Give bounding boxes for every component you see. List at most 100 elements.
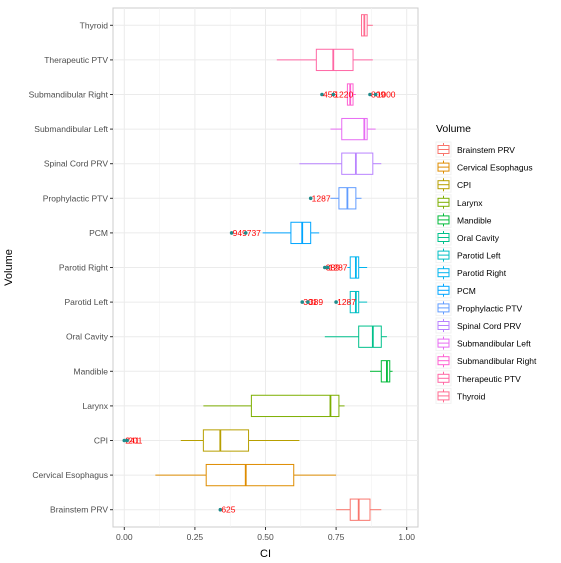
legend-item: Submandibular Left <box>435 335 531 352</box>
outlier-label: 949 <box>233 228 247 238</box>
legend-item: CPI <box>435 176 471 193</box>
legend: Volume Brainstem PRV Cervical Esophagus CP… <box>435 123 537 404</box>
box <box>205 463 295 487</box>
box <box>349 498 371 521</box>
legend-label: Spinal Cord PRV <box>457 321 521 331</box>
y-tick-label: Spinal Cord PRV <box>44 159 108 169</box>
box-group: 949 737 <box>229 221 320 245</box>
y-tick-label: Submandibular Right <box>29 90 109 100</box>
outlier-point <box>331 92 336 97</box>
legend-label: Prophylactic PTV <box>457 303 523 313</box>
outlier-point <box>243 231 248 235</box>
legend-item: Spinal Cord PRV <box>435 317 521 334</box>
outlier-point <box>334 300 338 304</box>
legend-label: Therapeutic PTV <box>457 374 521 384</box>
x-axis: 0.00 0.25 0.50 0.75 1.00 <box>116 527 415 542</box>
box-group <box>330 117 376 141</box>
legend-item: Cervical Esophagus <box>435 159 533 176</box>
legend-item: Therapeutic PTV <box>435 370 521 387</box>
outlier-point <box>373 92 378 97</box>
outlier-point <box>308 196 313 201</box>
y-tick-label: Parotid Left <box>65 297 109 307</box>
outlier-label: 455 <box>323 90 337 100</box>
x-tick-label: 0.75 <box>328 532 345 542</box>
box <box>202 429 250 452</box>
plot-panel <box>112 7 419 528</box>
box <box>290 221 312 245</box>
y-tick-label: Thyroid <box>80 20 109 30</box>
outlier-point <box>323 265 327 270</box>
y-tick-label: Cervical Esophagus <box>32 470 108 480</box>
outlier-label: 1287 <box>337 297 356 307</box>
legend-label: Submandibular Right <box>457 356 537 366</box>
y-tick-label: Mandible <box>74 366 109 376</box>
x-tick-label: 0.50 <box>257 532 274 542</box>
legend-item: Brainstem PRV <box>435 141 515 158</box>
legend-label: PCM <box>457 286 476 296</box>
y-tick-label: Submandibular Left <box>34 124 108 134</box>
outlier-point <box>306 300 310 304</box>
legend-label: Thyroid <box>457 391 486 401</box>
y-tick-label: Parotid Right <box>59 263 109 273</box>
box <box>315 48 354 72</box>
outlier-point <box>300 300 305 304</box>
outlier-label: 1000 <box>377 90 396 100</box>
box <box>250 394 340 418</box>
legend-item: Submandibular Right <box>435 352 537 369</box>
box-group <box>155 463 337 487</box>
legend-item: Thyroid <box>435 387 486 404</box>
y-axis: Brainstem PRV Cervical Esophagus CPI Larynx… <box>29 20 113 515</box>
legend-label: Parotid Left <box>457 251 501 261</box>
y-tick-label: CPI <box>94 436 108 446</box>
outlier-point <box>122 438 127 443</box>
outlier-point <box>325 265 330 270</box>
legend-label: Cervical Esophagus <box>457 163 533 173</box>
outlier-label: 241 <box>125 436 139 446</box>
legend-item: Parotid Right <box>435 264 507 281</box>
outlier-label: 389 <box>326 263 340 273</box>
box-group <box>369 360 393 383</box>
legend-item: Oral Cavity <box>435 229 500 246</box>
outlier-point <box>368 92 372 97</box>
box-group <box>203 394 345 418</box>
y-tick-label: Therapeutic PTV <box>44 55 108 65</box>
box <box>349 290 360 314</box>
box-group <box>299 152 382 175</box>
outlier-point <box>229 231 234 235</box>
y-tick-label: PCM <box>89 228 108 238</box>
box-group: 1287 <box>308 187 362 210</box>
y-tick-label: Larynx <box>82 401 108 411</box>
y-tick-label: Prophylactic PTV <box>43 193 109 203</box>
box-group <box>324 325 387 348</box>
box <box>341 152 374 175</box>
legend-label: Oral Cavity <box>457 233 500 243</box>
legend-item: PCM <box>435 282 476 299</box>
y-axis-title: Volume <box>3 249 15 286</box>
x-tick-label: 0.00 <box>116 532 133 542</box>
outlier-label: 1220 <box>334 90 353 100</box>
outlier-point <box>125 438 129 443</box>
outlier-label: 389 <box>309 297 323 307</box>
outlier-label: 625 <box>221 505 235 515</box>
outlier-label: 1287 <box>329 263 348 273</box>
box <box>358 325 382 348</box>
legend-title: Volume <box>436 123 471 135</box>
legend-item: Larynx <box>435 194 483 211</box>
legend-label: CPI <box>457 180 471 190</box>
legend-label: Mandible <box>457 215 492 225</box>
outlier-label: 809 <box>371 90 385 100</box>
x-tick-label: 0.25 <box>187 532 204 542</box>
x-axis-title: CI <box>260 548 271 560</box>
outlier-label: 737 <box>247 228 261 238</box>
outlier-label: 1287 <box>312 193 331 203</box>
legend-label: Brainstem PRV <box>457 145 515 155</box>
outlier-label: 301 <box>303 297 317 307</box>
legend-item: Parotid Left <box>435 247 501 264</box>
box-group <box>276 48 373 72</box>
